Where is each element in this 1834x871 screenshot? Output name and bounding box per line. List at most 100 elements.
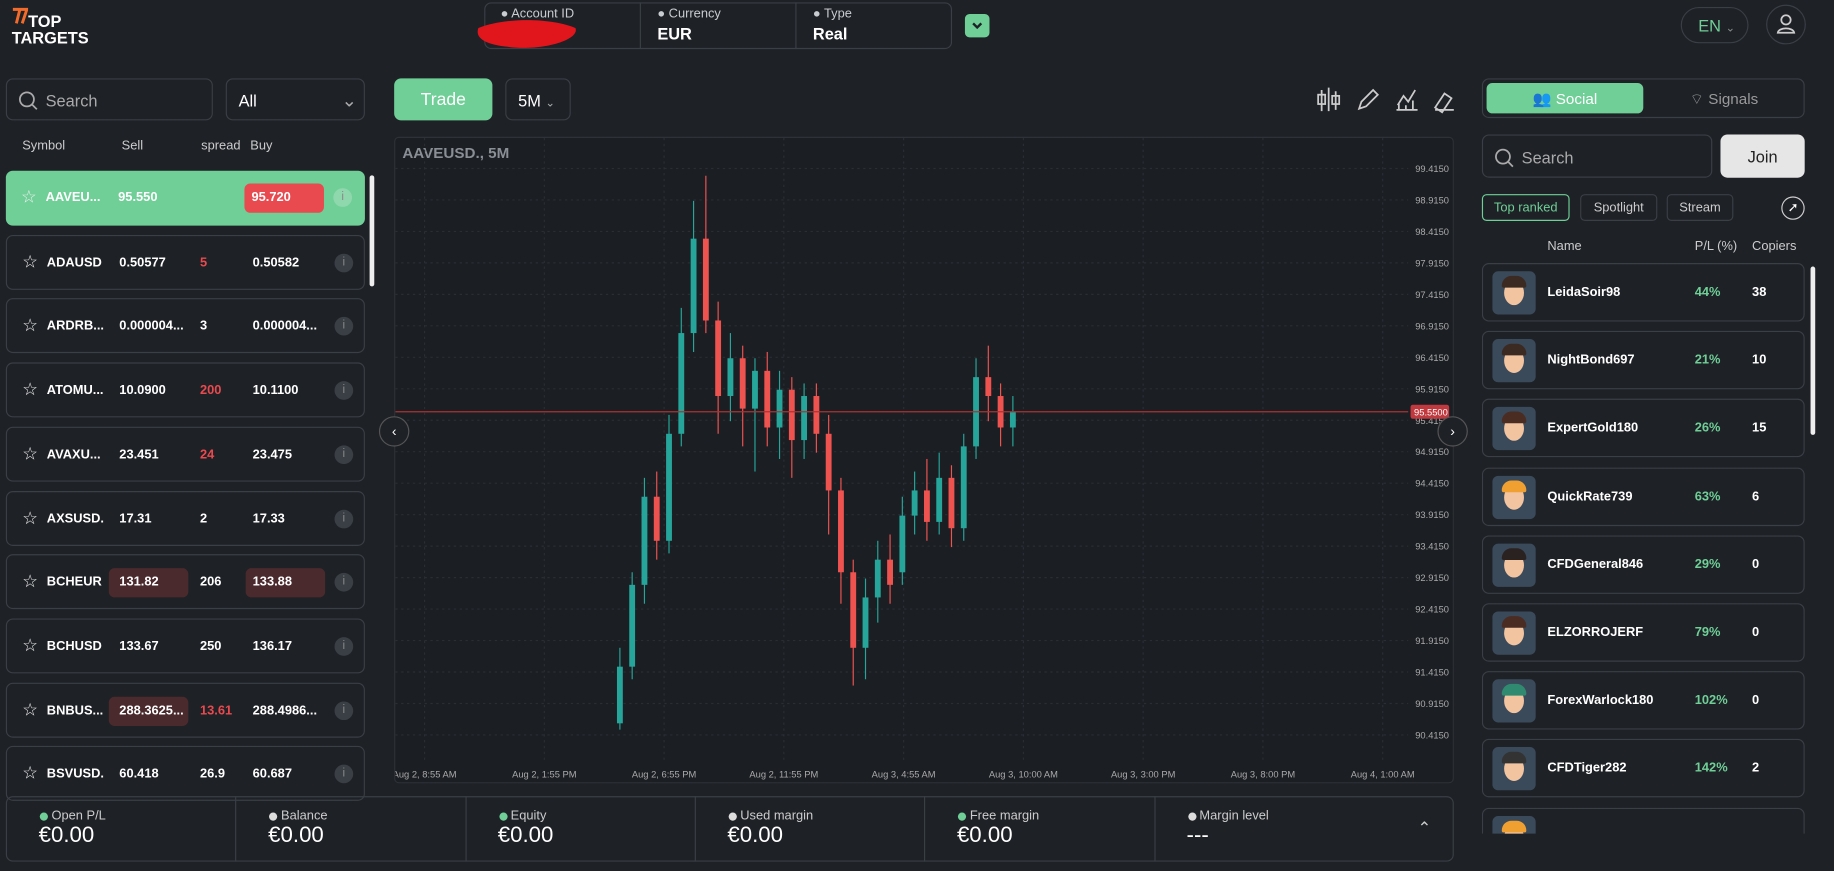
expand-bar[interactable]: ⌃	[1417, 818, 1432, 838]
trader-name: CFDTiger282	[1547, 761, 1627, 776]
language-select[interactable]: EN ⌄	[1680, 7, 1749, 44]
spread: 3	[200, 319, 208, 334]
filter-chip[interactable]: Spotlight	[1580, 194, 1658, 221]
column-header: Symbol	[22, 139, 66, 154]
trader-copiers: 10	[1752, 353, 1767, 368]
info[interactable]: i	[334, 445, 354, 464]
tool-erase[interactable]	[1433, 92, 1454, 114]
trader-row[interactable]: CFDTiger282 142% 2	[1481, 739, 1805, 798]
trader-row[interactable]: QuickRate739 63% 6	[1481, 467, 1805, 526]
tool-candles[interactable]	[1317, 87, 1341, 112]
info[interactable]: i	[334, 573, 354, 592]
filter-chip[interactable]: Top ranked	[1481, 194, 1570, 221]
star: ☆	[22, 252, 38, 273]
y-tick-label: 90.4150	[1415, 730, 1449, 740]
trader-row[interactable]: LeidaSoir98 44% 38	[1481, 263, 1805, 322]
info[interactable]: i	[334, 509, 354, 528]
sell: 60.418	[119, 767, 159, 782]
metric-value: €0.00	[727, 823, 783, 848]
user-button[interactable]	[1766, 4, 1806, 45]
watch-search[interactable]: Search	[5, 78, 213, 121]
plot-bg	[395, 137, 1453, 783]
watch-row[interactable]: ☆ BCHUSD 133.67 250 136.17 i	[5, 618, 365, 674]
watch-row[interactable]: ☆ BSVUSD. 60.418 26.9 60.687 i	[5, 746, 365, 802]
account-box[interactable]	[484, 2, 953, 50]
trader-row[interactable]: NightBond697 21% 10	[1481, 331, 1805, 390]
y-tick-label: 90.9150	[1415, 699, 1449, 709]
info[interactable]: i	[334, 317, 354, 336]
join-button[interactable]: Join	[1720, 134, 1805, 178]
watch-row[interactable]: ☆ AVAXU... 23.451 24 23.475 i	[5, 426, 365, 482]
y-tick-label: 91.4150	[1415, 668, 1449, 678]
hair	[1501, 548, 1527, 560]
buy: 0.50582	[252, 255, 300, 270]
candle-body	[923, 490, 930, 522]
info[interactable]: i	[334, 764, 354, 784]
scroll-right[interactable]: ›	[1437, 416, 1468, 447]
trader-pl: 21%	[1694, 353, 1721, 368]
candle-body	[813, 396, 820, 434]
trader-name: ForexWarlock180	[1547, 693, 1654, 708]
buy: 133.88	[252, 575, 292, 590]
star: ☆	[22, 444, 38, 464]
tool-draw[interactable]	[1357, 88, 1380, 111]
info[interactable]: i	[334, 700, 354, 720]
candle-body	[788, 389, 795, 441]
watch-row[interactable]: ☆ ARDRB... 0.000004... 3 0.000004... i	[5, 298, 365, 354]
trader-row[interactable]	[1481, 807, 1805, 834]
trader-row[interactable]: ELZORROJERF 79% 0	[1481, 603, 1805, 662]
y-tick-label: 95.4150	[1415, 416, 1449, 426]
tab-social[interactable]: 👥 Social	[1486, 83, 1644, 114]
filter-select[interactable]: All ⌄	[225, 78, 365, 121]
info[interactable]: i	[334, 381, 354, 400]
candle-body	[764, 370, 771, 428]
scroll-left[interactable]: ‹	[378, 416, 410, 447]
trader-row[interactable]: ForexWarlock180 102% 0	[1481, 671, 1805, 730]
social-search[interactable]: Search	[1481, 134, 1713, 178]
info[interactable]: i	[334, 253, 354, 273]
trade-button[interactable]: Trade	[394, 78, 493, 121]
watch-row[interactable]: ☆ ADAUSD 0.50577 5 0.50582 i	[5, 234, 365, 290]
trader-copiers: 15	[1752, 421, 1767, 436]
metric-label: Free margin	[969, 809, 1040, 824]
candle-body	[936, 477, 943, 522]
info[interactable]: i	[334, 637, 354, 656]
watch-row[interactable]: ☆ ATOMU... 10.0900 200 10.1100 i	[5, 362, 365, 418]
watch-row[interactable]: ☆ AAVEU... 95.550 95.720 i	[5, 170, 365, 226]
symbol: BNBUS...	[46, 703, 104, 718]
candle-body	[690, 238, 697, 334]
tab-signals[interactable]: ⌔ Signals	[1689, 90, 1759, 108]
y-tick-label: 97.9150	[1415, 258, 1449, 268]
avatar	[1492, 339, 1536, 383]
tool-indicators[interactable]	[1396, 89, 1418, 111]
trader-name: LeidaSoir98	[1547, 285, 1621, 300]
candle-body	[825, 433, 832, 491]
icon	[1495, 148, 1514, 168]
candle-body	[874, 559, 881, 598]
filter-chip[interactable]: Stream	[1666, 194, 1734, 221]
divider	[694, 796, 696, 862]
spread: 13.61	[200, 703, 233, 718]
explore-button[interactable]: ➚	[1781, 196, 1805, 220]
trader-row[interactable]: CFDGeneral846 29% 0	[1481, 535, 1805, 594]
y-tick-label: 98.9150	[1415, 195, 1449, 205]
sell: 288.3625...	[119, 703, 184, 718]
candle-body	[752, 370, 758, 409]
symbol: BCHUSD	[46, 639, 102, 654]
redaction	[477, 20, 576, 48]
candle-body	[948, 477, 955, 529]
info[interactable]: i	[333, 188, 353, 207]
expand-button[interactable]	[964, 14, 990, 38]
dot	[269, 812, 278, 821]
trader-row[interactable]: ExpertGold180 26% 15	[1481, 399, 1805, 458]
placeholder: Search	[45, 91, 98, 110]
column-header: Copiers	[1752, 239, 1797, 254]
trader-pl: 29%	[1694, 557, 1721, 572]
watch-row[interactable]: ☆ BCHEUR 131.82 206 133.88 i	[5, 554, 365, 610]
watch-row[interactable]: ☆ AXSUSD. 17.31 2 17.33 i	[5, 490, 365, 546]
dot	[958, 812, 967, 821]
timeframe-select[interactable]: 5M ⌄	[505, 78, 571, 121]
hair	[1501, 343, 1527, 356]
candle-body	[629, 584, 636, 667]
watch-row[interactable]: ☆ BNBUS... 288.3625... 13.61 288.4986... i	[5, 682, 365, 738]
